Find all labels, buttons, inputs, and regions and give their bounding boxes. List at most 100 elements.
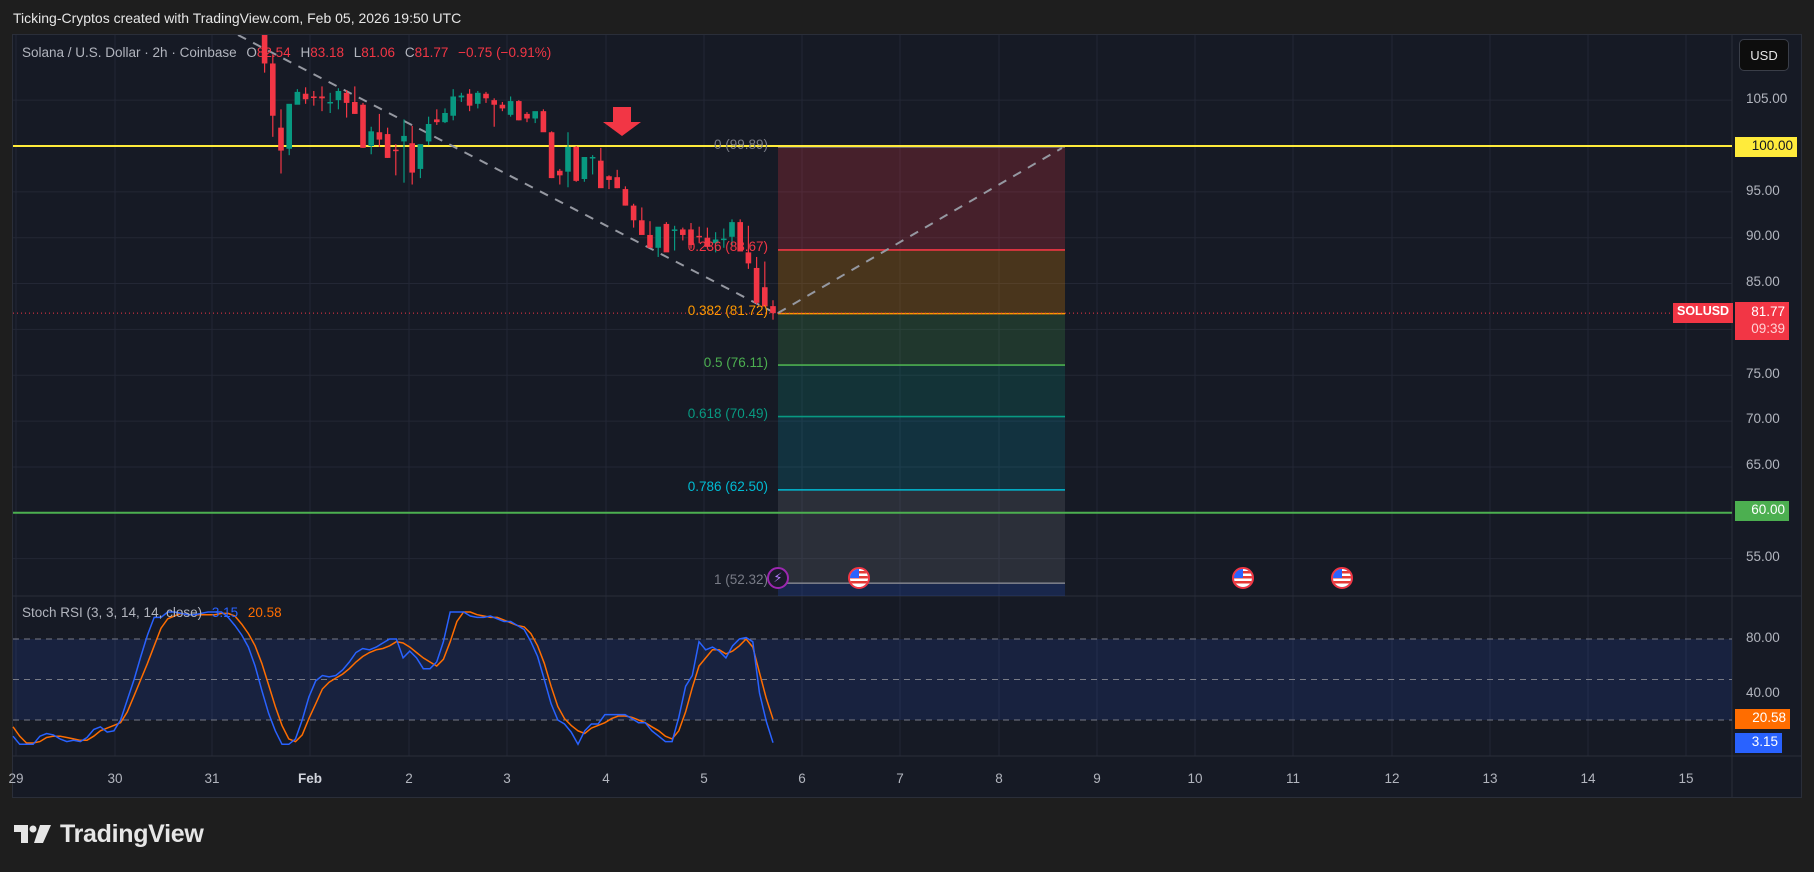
candle [302,93,309,100]
time-tick: 29 [8,771,24,786]
candle [401,135,407,142]
change-value: −0.75 (−0.91%) [458,45,552,60]
candle [368,131,374,146]
candle [573,146,579,181]
fib-label-0382: 0.382 (81.72) [687,303,768,318]
time-tick: 10 [1187,771,1203,786]
close-value: 81.77 [414,45,449,60]
time-tick-month: Feb [297,771,323,786]
tradingview-brand: TradingView [60,820,204,848]
us-flag-event-icon[interactable] [1232,567,1254,589]
candle [614,177,620,189]
price-tick: 70.00 [1746,411,1780,426]
candle [466,93,473,106]
symbol-title[interactable]: Solana / U.S. Dollar · 2h · Coinbase [22,45,237,60]
stoch-k-value: 3.15 [211,605,239,620]
time-tick: 6 [798,771,806,786]
tradingview-logo[interactable]: TradingView [14,820,204,849]
time-tick: 13 [1482,771,1498,786]
price-tick: 65.00 [1746,457,1780,472]
candle [770,306,776,314]
candle [737,222,743,252]
bar-countdown: 09:39 [1751,321,1785,336]
candle [516,101,522,121]
candle [393,149,399,152]
tradingview-logo-icon [14,824,51,843]
time-tick: 3 [503,771,511,786]
price-tick: 95.00 [1746,183,1780,198]
candle [630,205,637,221]
candle [491,100,497,105]
candle [639,220,645,235]
stoch-rsi-title[interactable]: Stoch RSI (3, 3, 14, 14, close) [22,605,203,620]
candle [343,92,350,103]
candle [729,222,735,237]
candle [384,134,391,158]
candle [286,103,292,149]
candle [712,239,719,244]
stoch-tick: 40.00 [1746,685,1780,700]
open-value: 82.54 [256,45,291,60]
candle [762,287,768,307]
candle [540,111,547,133]
us-flag-event-icon[interactable] [848,567,870,589]
fib-zone [778,147,1065,250]
candle [663,223,670,253]
candle [278,127,284,151]
down-arrow-icon [603,107,641,136]
candle [581,157,588,180]
time-tick: 11 [1285,771,1301,786]
resistance-price-tag: 100.00 [1735,137,1797,157]
time-tick: 5 [700,771,708,786]
candle [548,132,555,179]
fib-zone [778,489,1065,584]
candle [696,235,702,238]
candle [434,119,440,123]
last-price: 81.77 [1751,304,1785,319]
time-tick: 31 [204,771,220,786]
high-value: 83.18 [310,45,344,60]
candle [417,144,424,169]
stoch-k-line [12,611,774,746]
candle [425,123,432,142]
candle [671,229,678,231]
price-tick: 85.00 [1746,274,1780,289]
candle [319,96,325,99]
candle [557,170,563,176]
candle [409,143,415,173]
price-tick: 90.00 [1746,228,1780,243]
candle [622,189,629,206]
candle [721,238,727,241]
candle [532,111,538,119]
time-tick: 4 [602,771,610,786]
candle [753,267,760,303]
projection-line[interactable] [777,147,1063,314]
candle [680,229,686,235]
candle [598,160,604,189]
stoch-d-tag: 20.58 [1735,709,1790,729]
candle [450,96,456,116]
candle [483,93,489,99]
candle [261,35,268,64]
lightning-event-icon[interactable]: ⚡ [767,567,789,589]
candle [704,237,711,247]
candle [352,101,358,114]
fib-zone [778,583,1065,596]
candle [294,91,301,105]
candle [475,92,481,104]
chart-caption: Ticking-Cryptos created with TradingView… [13,10,462,26]
fib-label-0: 0 (99.89) [713,137,768,152]
candle [270,63,276,116]
stoch-rsi-legend: Stoch RSI (3, 3, 14, 14, close) 3.15 20.… [22,605,282,620]
currency-button[interactable]: USD [1739,39,1789,71]
candle [565,146,571,172]
candle [335,90,342,101]
time-tick: 8 [995,771,1003,786]
us-flag-event-icon[interactable] [1331,567,1353,589]
support-price-tag: 60.00 [1735,501,1789,521]
candle [524,113,530,119]
candle [589,157,596,159]
stoch-k-tag: 3.15 [1735,733,1782,753]
candle [327,101,333,104]
